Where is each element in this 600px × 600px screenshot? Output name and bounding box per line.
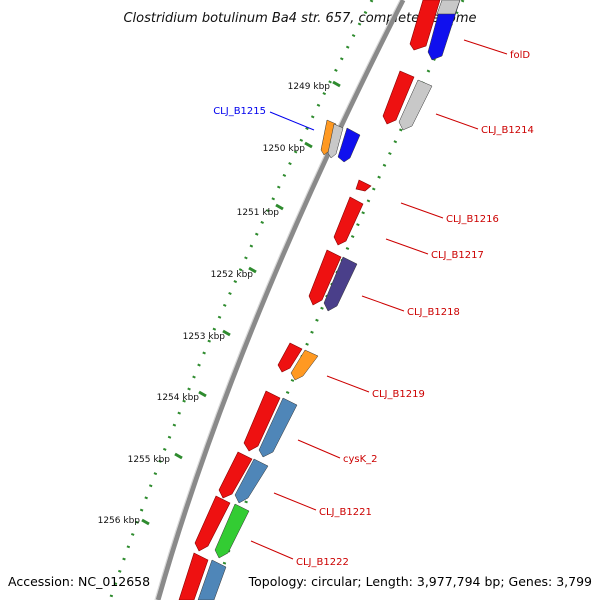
connector-foldd (463, 39, 508, 55)
cds-row (178, 0, 441, 600)
gene-label-clj-b1218[interactable]: CLJ_B1218 (407, 307, 460, 318)
feature-steel-bottom[interactable] (197, 559, 227, 600)
accession-text: Accession: NC_012658 (8, 574, 150, 589)
gene-arrow-clj-b1215[interactable] (337, 127, 361, 163)
tick-1252 (248, 266, 257, 274)
connector-clj-b1215 (269, 111, 315, 131)
tick-1255 (174, 452, 183, 460)
feature-blue-top[interactable] (427, 0, 461, 61)
genome-backbone (155, 0, 406, 600)
gene-arrow-clj-b1221[interactable] (218, 451, 253, 499)
feature-grey-top (436, 0, 461, 15)
gene-arrow-foldd[interactable] (409, 0, 441, 51)
feature-orange-1215[interactable] (320, 119, 337, 156)
tick-label-1251: 1251 kbp (237, 208, 280, 218)
gene-arrow-clj-b1222[interactable] (194, 495, 231, 552)
feature-steel-1221[interactable] (234, 458, 269, 504)
tick-1249 (332, 80, 341, 88)
tick-1251 (275, 203, 284, 211)
gene-arrow-clj-b1217[interactable] (333, 196, 364, 246)
feature-steel-cysk[interactable] (258, 397, 298, 458)
tick-1253 (222, 329, 231, 337)
gene-label-clj-b1214[interactable]: CLJ_B1214 (481, 125, 534, 136)
connector-clj-b1219 (326, 375, 370, 393)
gene-arrow-clj-b1216[interactable] (355, 179, 372, 192)
gene-label-cysk-2[interactable]: cysK_2 (343, 454, 378, 465)
connector-clj-b1216 (400, 202, 444, 219)
gene-label-clj-b1222[interactable]: CLJ_B1222 (296, 557, 349, 568)
connector-clj-b1217 (385, 238, 429, 255)
gene-arrow-cysk-2[interactable] (243, 390, 281, 452)
tick-label-1249: 1249 kbp (288, 82, 331, 92)
gene-label-clj-b1219[interactable]: CLJ_B1219 (372, 389, 425, 400)
gene-label-clj-b1221[interactable]: CLJ_B1221 (319, 507, 372, 518)
gene-arrow-clj-b1214[interactable] (382, 70, 415, 125)
tick-1250 (304, 141, 313, 149)
tick-label-1255: 1255 kbp (128, 455, 171, 465)
feature-grey-1214[interactable] (398, 79, 433, 131)
gene-label-foldd[interactable]: folD (510, 50, 530, 61)
gene-label-clj-b1216[interactable]: CLJ_B1216 (446, 214, 499, 225)
feature-row (197, 0, 461, 600)
connector-clj-b1214 (435, 113, 479, 130)
connector-clj-b1221 (273, 492, 317, 511)
gene-label-clj-b1217[interactable]: CLJ_B1217 (431, 250, 484, 261)
gene-arrow-clj-b1219[interactable] (277, 342, 303, 373)
feature-grey-1215[interactable] (327, 123, 344, 159)
feature-orange-1219[interactable] (290, 349, 319, 381)
gene-label-clj-b1215[interactable]: CLJ_B1215 (213, 106, 266, 117)
tick-marks (141, 80, 341, 526)
gene-arrow-clj-b1218[interactable] (308, 249, 342, 306)
topology-text: Topology: circular; Length: 3,977,794 bp… (248, 574, 592, 589)
inner-features (320, 119, 361, 163)
feature-green-1222[interactable] (214, 503, 250, 559)
tick-1254 (198, 390, 207, 398)
connector-clj-b1218 (361, 295, 405, 312)
connector-clj-b1222 (250, 540, 294, 560)
tick-1256 (141, 518, 150, 526)
gene-arrow-next[interactable] (178, 552, 209, 600)
inner-dotted-arc (108, 0, 374, 600)
tick-label-1253: 1253 kbp (183, 332, 226, 342)
tick-label-1256: 1256 kbp (98, 516, 141, 526)
label-connectors (250, 39, 508, 560)
tick-label-1254: 1254 kbp (157, 393, 200, 403)
tick-label-1250: 1250 kbp (263, 144, 306, 154)
tick-label-1252: 1252 kbp (211, 270, 254, 280)
backbone-highlight (154, 0, 401, 600)
feature-purple-1218[interactable] (323, 256, 358, 312)
connector-cysk-2 (297, 439, 341, 459)
